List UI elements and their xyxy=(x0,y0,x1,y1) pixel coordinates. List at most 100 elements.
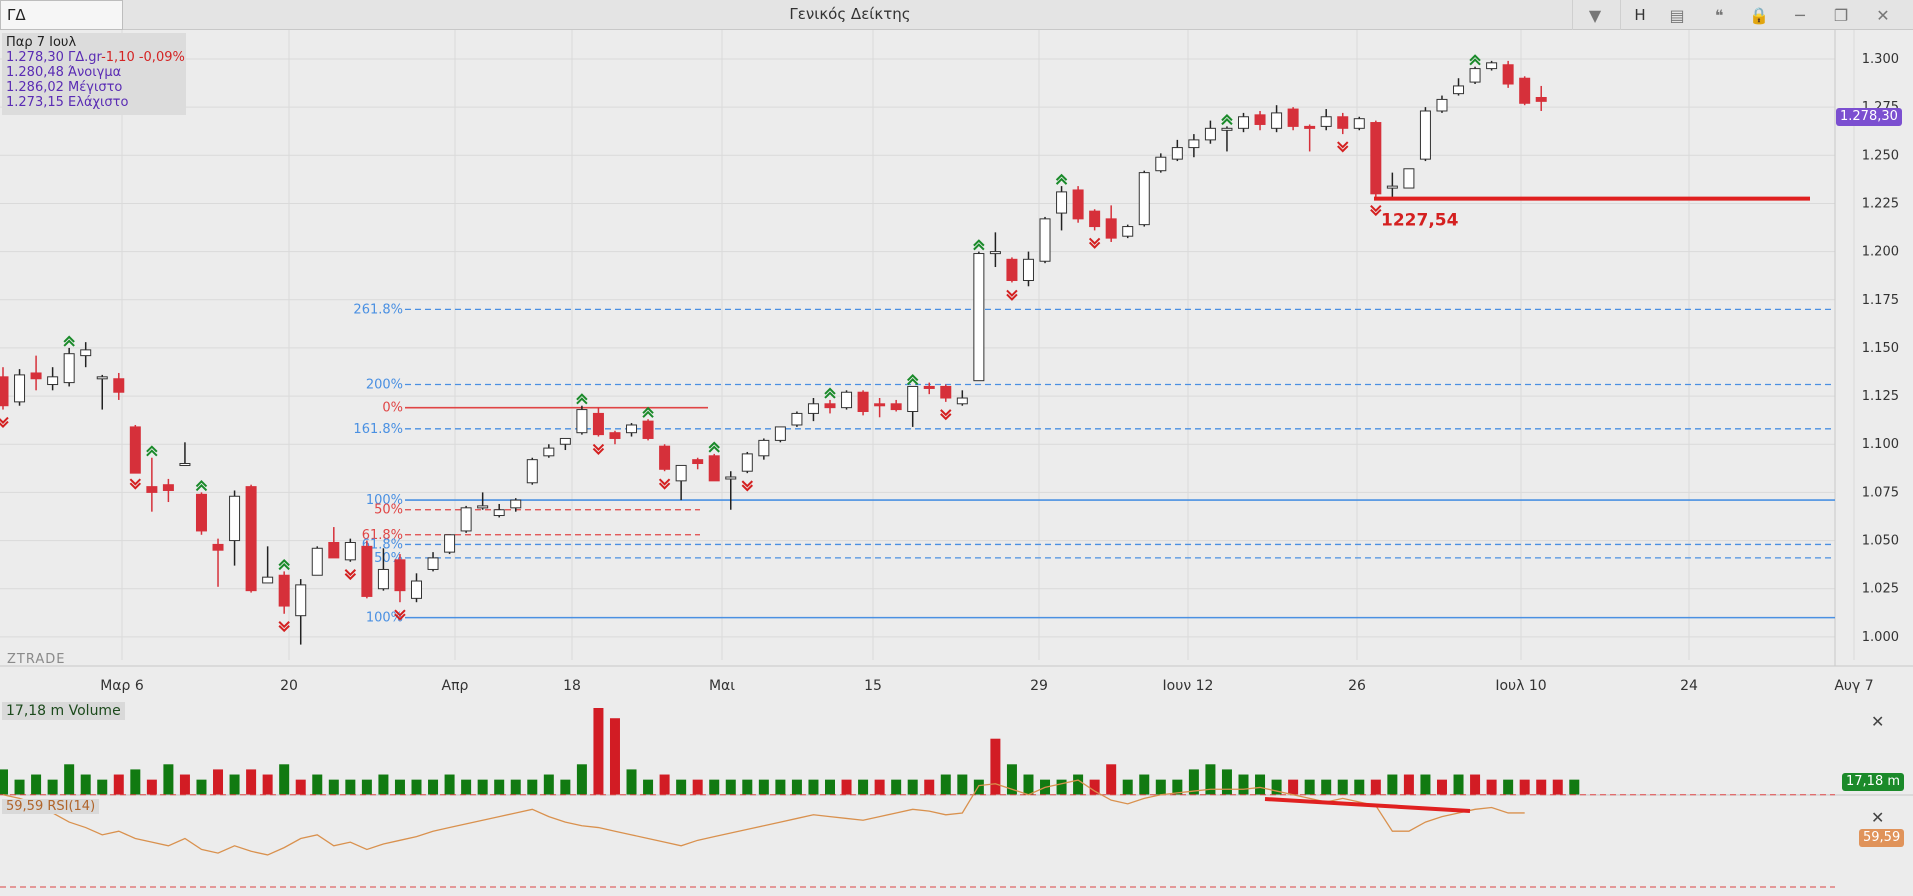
volume-bar xyxy=(494,779,505,795)
volume-bar xyxy=(97,779,108,795)
candle-body xyxy=(824,403,836,409)
candle-body xyxy=(245,486,257,592)
volume-bar xyxy=(279,764,290,795)
volume-bar xyxy=(1155,779,1166,795)
candle-body xyxy=(1006,258,1018,282)
volume-bar xyxy=(659,774,670,795)
volume-bar xyxy=(1106,764,1117,795)
x-tick-label: 24 xyxy=(1680,678,1698,694)
volume-bar xyxy=(1172,779,1183,795)
candle-body xyxy=(1188,139,1200,149)
restore-icon[interactable]: ❐ xyxy=(1833,5,1849,25)
volume-bar xyxy=(791,779,802,795)
info-last-source: ΓΔ.gr xyxy=(68,50,102,65)
x-tick-label: Αυγ 7 xyxy=(1834,678,1873,694)
info-low: 1.273,15 Ελάχιστο xyxy=(6,95,182,110)
candle-body xyxy=(1171,147,1183,160)
candle-body xyxy=(80,349,92,357)
candle-body xyxy=(328,541,340,559)
volume-bar xyxy=(990,738,1001,795)
volume-label: 17,18 m Volume xyxy=(2,702,125,720)
candle-body xyxy=(477,505,489,509)
volume-bar xyxy=(229,774,240,795)
fractal-down-marker xyxy=(658,478,671,490)
candle-body xyxy=(1238,116,1249,129)
candle-body xyxy=(1155,156,1167,172)
volume-bar xyxy=(361,779,372,795)
volume-bar xyxy=(1503,779,1514,795)
y-tick-label: 1.250 xyxy=(1862,148,1899,163)
candle-body xyxy=(807,403,819,414)
close-icon[interactable]: ✕ xyxy=(1876,5,1890,25)
candle-body xyxy=(344,541,356,561)
candle-body xyxy=(278,574,290,607)
volume-bar xyxy=(179,774,190,795)
candle-body xyxy=(179,463,191,467)
candle-body xyxy=(1453,85,1465,95)
candle-body xyxy=(1436,98,1448,112)
volume-bar xyxy=(1006,764,1017,795)
volume-bar xyxy=(1122,779,1133,795)
candle-body xyxy=(841,391,853,409)
volume-bar xyxy=(1536,779,1547,795)
candle-body xyxy=(212,543,224,551)
volume-bar xyxy=(609,718,620,795)
candle-body xyxy=(1486,62,1498,70)
fractal-up-marker xyxy=(195,479,208,492)
volume-bar xyxy=(924,779,935,795)
candle-body xyxy=(1337,116,1349,129)
chevron-down-icon[interactable]: ▼ xyxy=(1588,5,1602,25)
candle-body xyxy=(692,459,704,465)
candle-body xyxy=(444,534,456,553)
fractal-up-marker xyxy=(906,374,919,386)
fib-label: 161.8% xyxy=(353,422,403,437)
h-button[interactable]: H xyxy=(1634,6,1646,24)
candle-body xyxy=(30,372,42,380)
candle-body xyxy=(791,412,803,426)
fractal-up-marker xyxy=(973,239,985,251)
fib-label: 50% xyxy=(374,503,403,518)
x-tick-label: Ιουν 12 xyxy=(1163,678,1214,694)
volume-bar xyxy=(411,779,422,795)
layout-icon[interactable]: ▤ xyxy=(1669,5,1685,25)
candle-body xyxy=(229,495,241,542)
x-tick-label: 18 xyxy=(563,678,581,694)
candle-body xyxy=(989,251,1001,255)
x-tick-label: 15 xyxy=(864,678,882,694)
info-low-value: 1.273,15 xyxy=(6,95,64,110)
candle-body xyxy=(1304,125,1316,129)
y-tick-label: 1.025 xyxy=(1862,582,1899,597)
close-volume-icon[interactable]: ✕ xyxy=(1871,712,1885,731)
minimize-icon[interactable]: ─ xyxy=(1795,5,1805,25)
close-rsi-icon[interactable]: ✕ xyxy=(1871,808,1885,827)
volume-bar xyxy=(758,779,769,795)
volume-bar xyxy=(593,708,604,795)
lock-icon[interactable]: 🔒 xyxy=(1749,5,1769,25)
fractal-up-marker xyxy=(278,558,290,571)
volume-bar xyxy=(378,774,389,795)
volume-bar xyxy=(1569,779,1580,795)
volume-bar xyxy=(461,779,472,795)
candle-body xyxy=(1386,185,1398,189)
candle-body xyxy=(1138,172,1150,226)
volume-bar xyxy=(626,769,637,795)
fractal-down-marker xyxy=(940,409,952,421)
candle-body xyxy=(0,376,9,407)
symbol-input[interactable]: ΓΔ xyxy=(0,0,123,30)
volume-badge: 17,18 m xyxy=(1842,773,1905,791)
quote-icon[interactable]: ❝ xyxy=(1714,5,1724,25)
info-change: -1,10 -0,09% xyxy=(101,50,185,65)
grid xyxy=(0,30,1855,666)
info-last-value: 1.278,30 xyxy=(6,50,64,65)
info-open-value: 1.280,48 xyxy=(6,65,64,80)
volume-bar xyxy=(1436,779,1447,795)
candle-body xyxy=(63,353,75,384)
candle-body xyxy=(774,426,786,441)
info-open-label: Άνοιγμα xyxy=(68,65,122,80)
info-date: Παρ 7 Ιουλ xyxy=(6,35,77,50)
volume-bar xyxy=(0,769,8,795)
fib-label: 100% xyxy=(366,493,403,508)
window-title: Γενικός Δείκτης xyxy=(789,5,911,23)
candle-body xyxy=(1535,96,1547,102)
